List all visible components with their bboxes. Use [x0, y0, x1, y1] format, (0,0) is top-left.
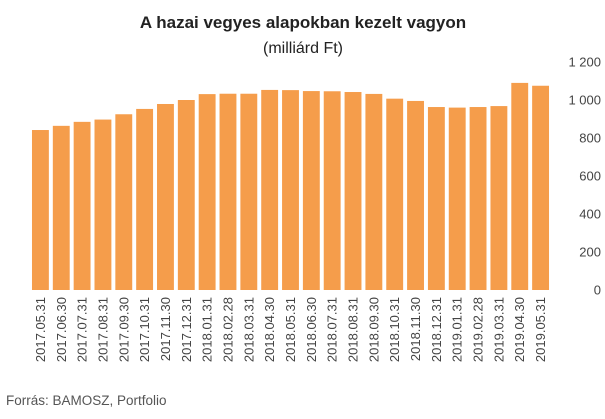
y-tick-label: 200 [579, 245, 601, 260]
bar-2018.04.30 [261, 89, 279, 291]
bar-2019.03.31 [490, 106, 508, 290]
y-tick-label: 0 [594, 283, 601, 298]
bar-2019.05.31 [532, 85, 550, 290]
x-tick-label: 2019.02.28 [471, 297, 486, 362]
y-tick-label: 1 200 [568, 55, 601, 70]
bar-2017.08.31 [94, 119, 112, 290]
bar-2017.10.31 [136, 108, 154, 291]
y-axis: 0 200 400 600 800 1 000 1 200 [568, 55, 601, 298]
x-tick-label: 2018.03.31 [241, 297, 256, 362]
bar-2018.02.28 [219, 93, 237, 290]
bar-2018.09.30 [365, 93, 383, 290]
y-tick-label: 800 [579, 131, 601, 146]
bar-2018.12.31 [427, 107, 445, 290]
bar-2017.05.31 [31, 130, 49, 290]
bar-2017.07.31 [73, 121, 91, 290]
x-tick-label: 2017.11.30 [158, 297, 173, 361]
x-tick-label: 2018.02.28 [220, 297, 235, 362]
chart-subtitle: (milliárd Ft) [263, 40, 343, 57]
bar-2019.02.28 [469, 107, 487, 290]
source-note: Forrás: BAMOSZ, Portfolio [6, 393, 167, 408]
x-tick-label: 2018.07.31 [325, 297, 340, 362]
x-tick-label: 2018.05.31 [283, 297, 298, 362]
bar-2018.05.31 [282, 90, 299, 291]
x-tick-label: 2018.10.31 [387, 297, 402, 362]
bar-2017.11.30 [157, 103, 174, 291]
x-tick-label: 2018.06.30 [304, 297, 319, 362]
y-tick-label: 1 000 [568, 93, 601, 108]
x-tick-label: 2017.06.30 [54, 297, 69, 362]
x-axis: 2017.05.31 2017.06.30 2017.07.31 2017.08.31… [33, 297, 548, 362]
x-tick-label: 2019.01.31 [450, 297, 465, 362]
bar-group [31, 82, 550, 291]
x-tick-label: 2018.04.30 [262, 297, 277, 362]
x-tick-label: 2017.05.31 [33, 297, 48, 362]
bar-2019.04.30 [511, 82, 529, 291]
y-tick-label: 400 [579, 207, 601, 222]
bar-2018.01.31 [198, 94, 216, 290]
bar-2018.11.30 [407, 100, 424, 290]
bar-2018.03.31 [240, 93, 258, 290]
x-tick-label: 2017.09.30 [116, 297, 131, 362]
y-tick-label: 600 [579, 169, 601, 184]
x-tick-label: 2017.10.31 [137, 297, 152, 362]
x-tick-label: 2018.12.31 [429, 297, 444, 362]
bar-2018.08.31 [344, 92, 362, 291]
bar-2017.06.30 [52, 125, 70, 290]
x-tick-label: 2018.09.30 [366, 297, 381, 362]
x-tick-label: 2019.04.30 [512, 297, 527, 362]
x-tick-label: 2019.05.31 [533, 297, 548, 362]
bar-2018.07.31 [323, 91, 341, 290]
x-tick-label: 2017.07.31 [75, 297, 90, 362]
x-tick-label: 2019.03.31 [491, 297, 506, 362]
x-tick-label: 2018.11.30 [408, 297, 423, 361]
x-tick-label: 2017.12.31 [179, 297, 194, 362]
bar-2017.09.30 [115, 114, 133, 290]
bar-2017.12.31 [177, 100, 195, 290]
x-tick-label: 2018.08.31 [346, 297, 361, 362]
bar-2019.01.31 [448, 107, 466, 290]
x-tick-label: 2017.08.31 [95, 297, 110, 362]
bar-2018.06.30 [302, 91, 320, 290]
chart-title: A hazai vegyes alapokban kezelt vagyon [140, 13, 466, 32]
x-tick-label: 2018.01.31 [200, 297, 215, 362]
bar-2018.10.31 [386, 98, 404, 290]
